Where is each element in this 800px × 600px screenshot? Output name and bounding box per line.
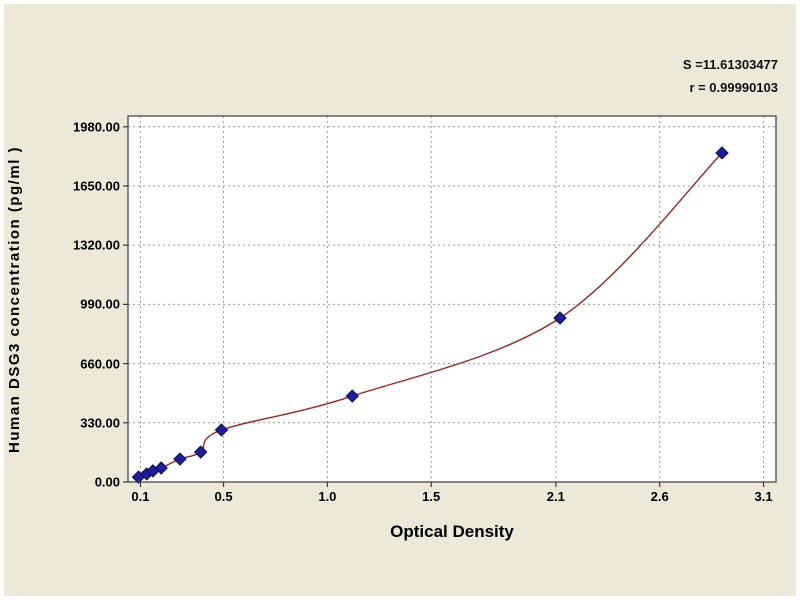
plot-border (127, 115, 777, 483)
data-point-marker (345, 389, 360, 403)
data-point-marker (173, 452, 187, 466)
data-point-marker (553, 311, 567, 325)
data-point-marker (154, 461, 168, 475)
plot-background (128, 116, 776, 482)
data-point-marker (193, 445, 208, 459)
data-point-marker (214, 423, 229, 437)
data-point-marker (715, 146, 729, 160)
